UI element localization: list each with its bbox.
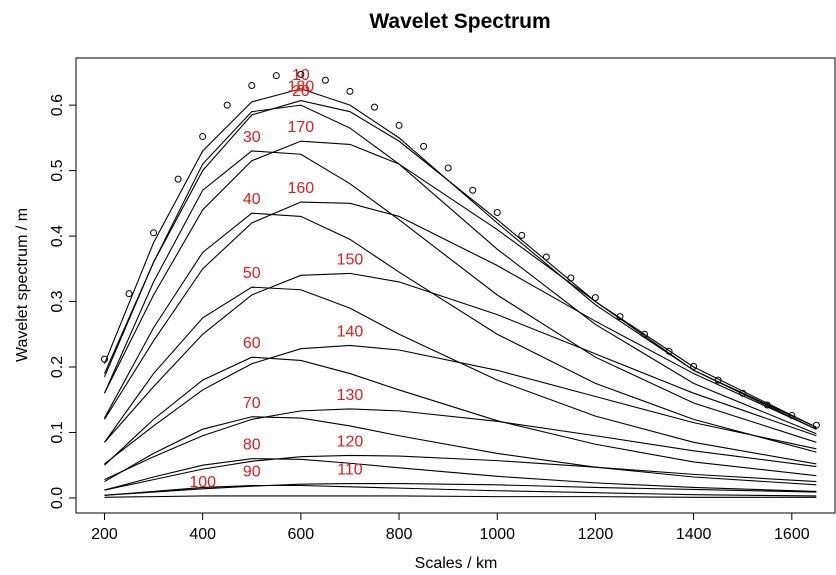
y-tick-label: 0.2: [49, 356, 66, 378]
data-point: [444, 164, 452, 172]
data-point: [763, 401, 771, 409]
data-point: [518, 231, 526, 239]
data-point: [665, 347, 673, 355]
curve-label: 140: [337, 323, 364, 340]
spectrum-line: [104, 408, 817, 481]
curve-label: 100: [189, 474, 216, 491]
spectrum-line: [104, 344, 817, 465]
curve-label: 80: [243, 437, 261, 454]
data-point: [493, 209, 501, 217]
x-tick-label: 200: [91, 526, 118, 543]
data-point: [371, 103, 379, 111]
x-tick-label: 800: [386, 526, 413, 543]
data-point: [125, 290, 133, 298]
spectrum-line: [104, 454, 817, 491]
plot-frame: [75, 57, 836, 514]
curve-label: 90: [243, 464, 261, 481]
spectrum-line: [104, 286, 817, 465]
data-point: [714, 376, 722, 384]
data-point: [567, 274, 575, 282]
y-tick-label: 0.6: [49, 94, 66, 116]
curve-label: 180: [288, 79, 315, 96]
spectrum-line: [104, 416, 817, 486]
spectrum-line: [103, 88, 817, 428]
data-point: [150, 229, 158, 237]
x-tick-label: 1200: [578, 526, 614, 543]
y-tick-label: 0.3: [49, 290, 66, 312]
data-point: [199, 133, 207, 141]
data-point: [321, 76, 329, 84]
curve-label: 60: [243, 335, 261, 352]
curve-label: 50: [243, 265, 261, 282]
spectrum-line: [103, 99, 817, 430]
data-point: [100, 355, 108, 363]
y-tick-label: 0.0: [49, 487, 66, 509]
spectrum-line: [104, 495, 817, 498]
spectrum-line: [104, 482, 817, 496]
data-point: [272, 72, 280, 80]
data-point: [690, 362, 698, 370]
data-point: [174, 175, 182, 183]
curve-label: 30: [243, 129, 261, 146]
x-tick-label: 1000: [479, 526, 515, 543]
spectrum-line: [103, 104, 817, 435]
data-point: [248, 81, 256, 89]
data-point: [395, 121, 403, 129]
data-point: [788, 411, 796, 419]
data-point: [591, 294, 599, 302]
spectrum-line: [104, 356, 817, 477]
spectrum-line: [103, 212, 817, 453]
curve-label: 170: [288, 119, 315, 136]
data-point: [641, 330, 649, 338]
x-tick-label: 600: [288, 526, 315, 543]
x-tick-label: 1600: [774, 526, 810, 543]
data-point: [346, 87, 354, 95]
curve-label: 130: [337, 387, 364, 404]
chart-title: Wavelet Spectrum: [369, 10, 550, 33]
data-point: [616, 313, 624, 321]
spectrum-line: [104, 484, 817, 497]
y-tick-label: 0.4: [49, 225, 66, 247]
data-point: [469, 186, 477, 194]
data-point: [297, 70, 305, 78]
curve-label: 160: [288, 180, 315, 197]
y-tick-label: 0.1: [49, 421, 66, 443]
y-axis-label: Wavelet spectrum / m: [14, 208, 31, 362]
x-tick-label: 1400: [676, 526, 712, 543]
data-point: [420, 142, 428, 150]
curve-label: 10: [292, 67, 310, 84]
curve-label: 120: [337, 433, 364, 450]
spectrum-line: [104, 458, 817, 492]
curve-label: 20: [292, 83, 310, 100]
curve-label: 150: [337, 251, 364, 268]
curve-label: 110: [337, 462, 363, 479]
curve-label: 70: [243, 395, 261, 412]
data-point: [542, 253, 550, 261]
x-tick-label: 400: [189, 526, 216, 543]
spectrum-line: [104, 272, 817, 443]
spectrum-line: [104, 201, 817, 430]
data-point: [223, 101, 231, 109]
spectrum-line: [103, 150, 817, 443]
data-point: [812, 421, 820, 429]
data-point: [739, 389, 747, 397]
y-tick-label: 0.5: [49, 159, 66, 181]
spectrum-line: [103, 140, 817, 428]
x-axis-label: Scales / km: [415, 555, 498, 572]
curve-label: 40: [243, 191, 261, 208]
